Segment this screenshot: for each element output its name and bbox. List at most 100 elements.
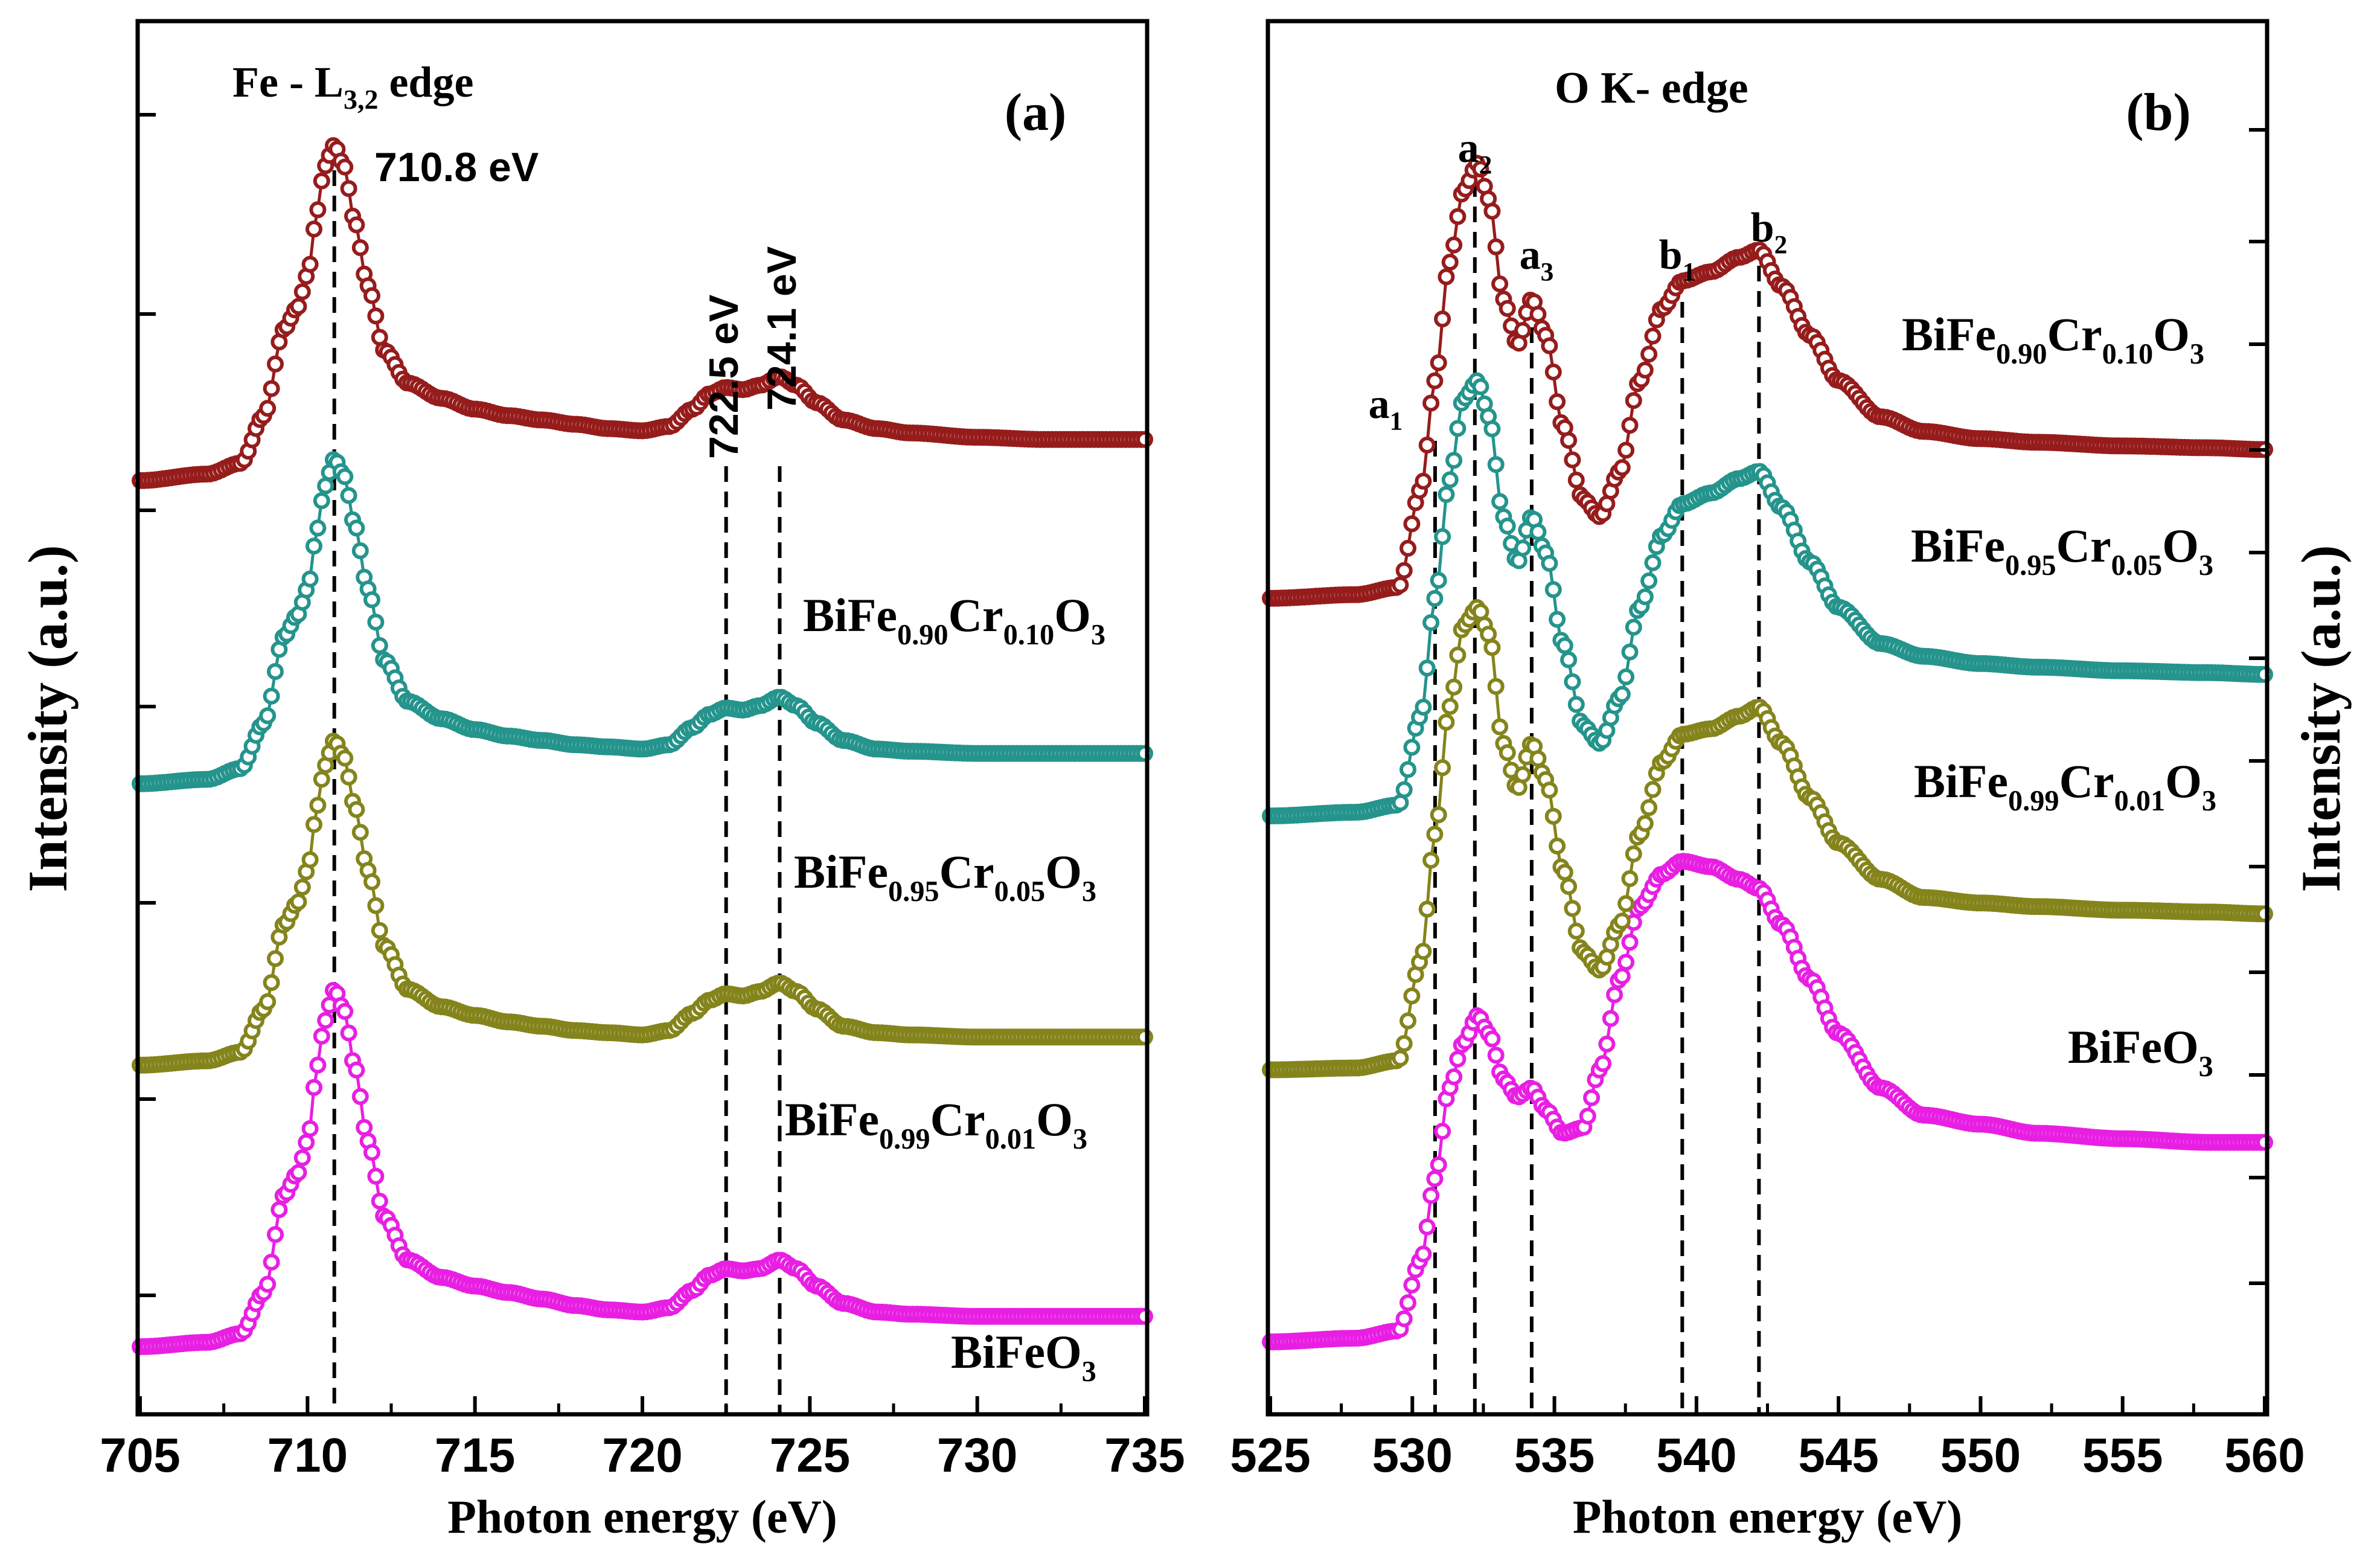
b-series-label: BiFe0.95Cr0.05O3: [1911, 519, 2213, 582]
b-data-point: [1579, 1108, 1596, 1125]
a-data-point: [309, 201, 327, 219]
a-panel-label: (a): [1005, 83, 1067, 142]
a-data-point: [367, 307, 385, 325]
b-data-point: [1529, 306, 1547, 323]
b-data-point: [1541, 337, 1558, 354]
a-series-label-part: BiFeO: [951, 1326, 1082, 1378]
a-series-label: BiFe0.95Cr0.05O3: [794, 845, 1096, 908]
b-data-point: [1395, 562, 1413, 579]
b-data-point: [1422, 851, 1440, 869]
b-data-point: [1422, 614, 1440, 631]
a-series-label-part: O: [1054, 589, 1091, 641]
b-data-point: [1613, 912, 1631, 930]
b-data-point: [1541, 781, 1558, 799]
a-series-label-part: Cr: [939, 845, 994, 898]
b-data-point: [1636, 588, 1654, 606]
b-data-point: [1621, 934, 1639, 951]
b-series-2: [1262, 372, 2273, 825]
b-data-point: [1613, 685, 1631, 703]
b-data-point: [1415, 943, 1432, 960]
b-data-point: [1549, 611, 1566, 628]
b-series-1: [1262, 599, 2273, 1079]
a-series-label-part: 0.95: [888, 876, 939, 908]
b-data-point: [1564, 451, 1581, 469]
b-data-point: [1560, 432, 1578, 449]
a-data-point: [336, 468, 354, 486]
a-title-main: Fe - L: [232, 58, 344, 106]
b-series-label-part: 0.05: [2111, 550, 2163, 582]
b-series-label-part: BiFeO: [2068, 1021, 2199, 1073]
a-data-point: [270, 1201, 288, 1219]
a-series-label-part: 0.10: [1003, 619, 1055, 651]
b-marker-label-part: 2: [1774, 231, 1788, 260]
b-data-point: [1395, 1310, 1413, 1327]
a-series-label-part: 0.99: [879, 1123, 930, 1155]
b-data-point: [1556, 864, 1573, 881]
b-x-axis-label: Photon energy (eV): [1573, 1490, 1963, 1543]
b-data-point: [1499, 300, 1516, 317]
b-data-point: [1445, 678, 1463, 696]
b-data-point: [1487, 238, 1505, 255]
b-series-label-part: BiFe: [1914, 755, 2008, 807]
b-data-point: [1422, 1187, 1440, 1204]
a-data-point: [348, 519, 365, 537]
b-data-point: [1422, 394, 1440, 412]
b-data-point: [1418, 659, 1436, 677]
a-series-3: [132, 137, 1153, 489]
b-data-point: [1613, 967, 1631, 985]
a-data-point: [313, 1027, 330, 1045]
a-series-label-part: 3: [1091, 619, 1105, 651]
a-x-tick-label: 710: [267, 1428, 348, 1482]
b-data-point: [1483, 420, 1501, 438]
b-data-point: [1544, 807, 1562, 825]
b-data-point: [1449, 208, 1467, 225]
a-series-1: [132, 733, 1153, 1074]
b-data-point: [1434, 528, 1451, 545]
b-data-point: [1403, 987, 1421, 1005]
b-x-tick-label: 555: [2082, 1428, 2163, 1482]
a-data-point: [317, 477, 334, 495]
b-data-point: [1529, 523, 1547, 540]
b-data-point: [1449, 646, 1467, 664]
b-data-point: [1415, 699, 1432, 716]
a-data-point: [267, 663, 284, 680]
a-data-point: [356, 1119, 373, 1136]
a-data-point: [1136, 1028, 1153, 1046]
a-series-0: [132, 982, 1153, 1355]
b-series-label-part: 3: [2190, 338, 2204, 370]
panel-a-fe-l-edge: 705 710 715 720 725 730 735 Photon energy (eV)…: [17, 19, 1185, 1543]
b-data-point: [1567, 472, 1585, 489]
b-data-point: [1617, 954, 1635, 971]
b-data-point: [1491, 493, 1509, 510]
panel-b-o-k-edge: 525 530 535 540 545 550 555 560 Photon energy (…: [1230, 19, 2352, 1543]
a-data-point: [259, 707, 277, 725]
b-data-point: [2256, 905, 2273, 923]
b-data-point: [1403, 1276, 1421, 1294]
a-data-point: [313, 771, 330, 788]
a-data-point: [351, 542, 369, 559]
a-data-point: [317, 1012, 334, 1029]
a-series-label-part: Cr: [930, 1093, 985, 1146]
a-data-point: [293, 283, 311, 301]
panel-a-series: [132, 137, 1153, 1355]
b-data-point: [1560, 878, 1578, 895]
a-series-label: BiFeO3: [951, 1326, 1096, 1388]
a-series-label-part: 3: [1082, 876, 1096, 908]
b-data-point: [1644, 781, 1662, 798]
panel-a-frame: [135, 19, 1150, 1417]
a-data-point: [313, 172, 330, 190]
a-data-point: [263, 687, 280, 705]
b-data-point: [1529, 750, 1547, 768]
b-data-point: [1549, 393, 1566, 411]
a-series-label-part: O: [1036, 1093, 1073, 1146]
a-data-point: [340, 768, 357, 786]
a-data-point: [340, 1024, 357, 1042]
b-data-point: [1434, 759, 1451, 777]
b-series-3: [1262, 155, 2273, 607]
a-data-point: [259, 993, 277, 1010]
b-data-point: [1395, 1035, 1413, 1052]
a-data-point: [263, 1254, 280, 1271]
b-series-label-part: 0.01: [2114, 785, 2166, 817]
b-data-point: [1426, 590, 1444, 607]
panel-b-series: [1262, 155, 2273, 1350]
